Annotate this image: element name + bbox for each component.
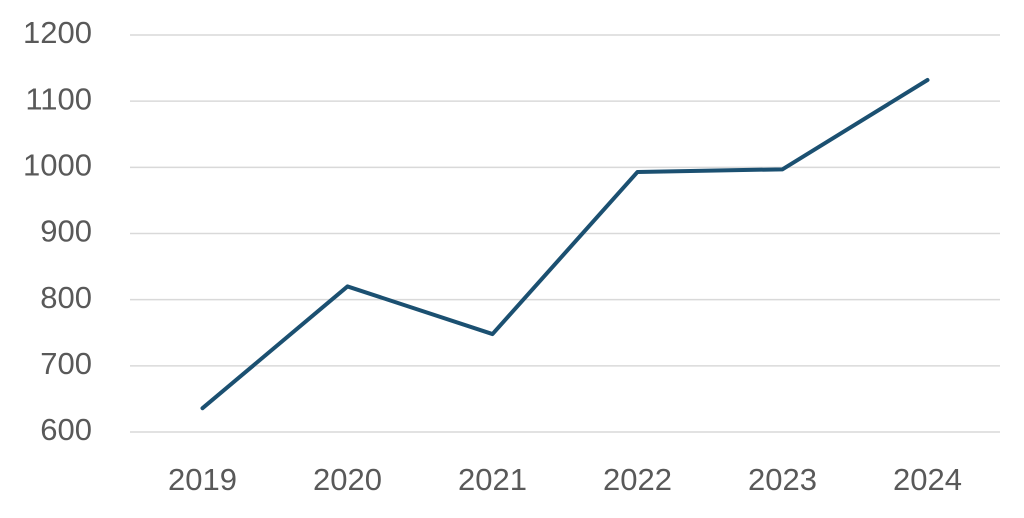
x-tick-label: 2021 xyxy=(458,462,527,497)
x-tick-label: 2023 xyxy=(748,462,817,497)
y-tick-label: 900 xyxy=(40,214,92,249)
x-tick-label: 2020 xyxy=(313,462,382,497)
y-tick-label: 600 xyxy=(40,412,92,447)
y-tick-label: 1000 xyxy=(23,148,92,183)
y-tick-label: 700 xyxy=(40,346,92,381)
x-tick-label: 2019 xyxy=(168,462,237,497)
x-tick-label: 2022 xyxy=(603,462,672,497)
data-line xyxy=(200,77,930,411)
y-tick-label: 800 xyxy=(40,280,92,315)
y-tick-label: 1100 xyxy=(25,81,92,116)
y-tick-label: 1200 xyxy=(23,15,92,50)
x-tick-label: 2024 xyxy=(893,462,962,497)
